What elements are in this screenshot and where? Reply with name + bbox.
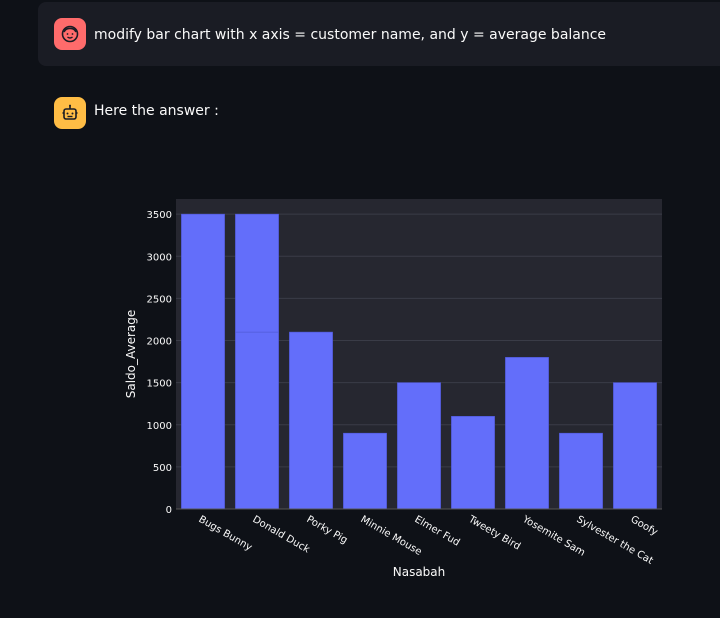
- y-tick-label: 3000: [147, 252, 172, 263]
- bar-porky-pig[interactable]: [289, 331, 333, 510]
- y-tick-label: 2000: [147, 337, 172, 348]
- x-tick-label: Tweety Bird: [466, 514, 523, 553]
- x-tick-label: Porky Pig: [305, 514, 350, 546]
- user-message-text: modify bar chart with x axis = customer …: [94, 27, 607, 43]
- robot-icon: [62, 104, 78, 120]
- y-tick-label: 1000: [147, 421, 172, 432]
- bar-yosemite-sam[interactable]: [505, 357, 549, 510]
- bar-donald-duck[interactable]: [235, 331, 279, 510]
- x-axis-label: Nasabah: [393, 565, 446, 579]
- y-tick-label: 500: [153, 463, 172, 474]
- bar-chart: 0 500 1000 1500 2000 2500 3000 3500 Bugs Bunny D…: [120, 188, 680, 588]
- y-tick-label: 2500: [147, 294, 172, 305]
- y-tick-label: 0: [166, 505, 172, 516]
- y-tick-label: 3500: [147, 210, 172, 221]
- assistant-avatar: [54, 97, 86, 129]
- bar-bugs-bunny[interactable]: [181, 213, 225, 510]
- x-tick-label: Elmer Fud: [413, 514, 462, 549]
- bar-chart-svg: 0 500 1000 1500 2000 2500 3000 3500 Bugs BunnyD…: [124, 199, 662, 579]
- assistant-message-text: Here the answer :: [94, 103, 219, 119]
- user-avatar: [54, 18, 86, 50]
- x-tick-label: Donald Duck: [251, 514, 312, 556]
- bar-tweety-bird[interactable]: [451, 416, 495, 510]
- face-smile-icon: [61, 25, 79, 43]
- y-tick-label: 1500: [147, 379, 172, 390]
- y-axis-label: Saldo_Average: [124, 310, 138, 399]
- bar-goofy[interactable]: [613, 382, 657, 510]
- bar-donald-duck[interactable]: [235, 213, 279, 333]
- bar-sylvester-the-cat[interactable]: [559, 432, 603, 510]
- x-tick-label: Goofy: [629, 514, 660, 538]
- x-tick-label: Bugs Bunny: [197, 514, 254, 553]
- bar-minnie-mouse[interactable]: [343, 432, 387, 510]
- bar-elmer-fud[interactable]: [397, 382, 441, 510]
- user-message: modify bar chart with x axis = customer …: [38, 2, 720, 66]
